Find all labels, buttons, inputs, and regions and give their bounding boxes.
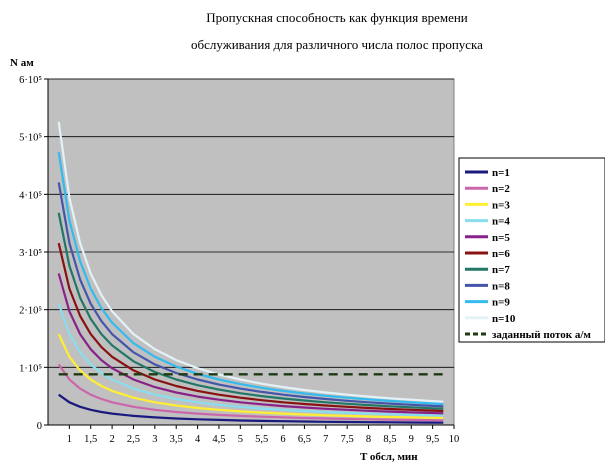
y-tick-label: 5·10⁵ xyxy=(19,133,42,144)
y-tick-label: 1·10⁵ xyxy=(19,363,42,374)
y-tick-label: 4·10⁵ xyxy=(19,190,42,201)
y-tick-label: 6·10⁵ xyxy=(19,75,42,86)
x-tick-label: 7,5 xyxy=(341,434,354,445)
x-tick-label: 6 xyxy=(280,434,285,445)
x-tick-label: 9,5 xyxy=(426,434,439,445)
legend-label: заданный поток а/м xyxy=(492,329,591,341)
x-tick-label: 1 xyxy=(67,434,72,445)
legend-label: n=7 xyxy=(492,264,510,276)
x-axis-label: T обсл, мин xyxy=(360,451,418,463)
legend-label: n=4 xyxy=(492,216,510,228)
x-tick-label: 5,5 xyxy=(255,434,268,445)
x-tick-label: 4,5 xyxy=(212,434,225,445)
x-tick-label: 8,5 xyxy=(383,434,396,445)
legend-label: n=5 xyxy=(492,232,510,244)
series-line-4 xyxy=(57,303,444,417)
y-tick-label: 0 xyxy=(37,421,42,432)
legend: n=1 n=2 n=3 n=4 n=5 n=6 n=7 n=8 n=9 n=10 заданный … xyxy=(458,157,605,343)
legend-label: n=3 xyxy=(492,199,510,211)
legend-label: n=1 xyxy=(492,167,510,179)
x-tick-label: 2,5 xyxy=(127,434,140,445)
chart-title-line-2: обслуживания для различного числа полос … xyxy=(191,37,483,52)
series-line-1 xyxy=(58,393,444,424)
legend-label: n=10 xyxy=(492,313,516,325)
chart-title-line-1: Пропускная способность как функция време… xyxy=(206,10,468,25)
legend-label: n=8 xyxy=(492,280,510,292)
legend-label: n=6 xyxy=(492,248,510,260)
x-tick-label: 5 xyxy=(238,434,243,445)
x-tick-label: 3 xyxy=(152,434,157,445)
x-tick-label: 4 xyxy=(195,434,201,445)
x-tick-label: 7 xyxy=(323,434,328,445)
x-tick-label: 1,5 xyxy=(84,434,97,445)
y-tick-label: 2·10⁵ xyxy=(19,306,42,317)
legend-label: n=2 xyxy=(492,183,510,195)
x-tick-label: 8 xyxy=(366,434,371,445)
y-axis: 0 1·10⁵ 2·10⁵ 3·10⁵ 4·10⁵ 5·10⁵ 6·10⁵ xyxy=(19,75,49,432)
series-lines xyxy=(57,121,444,424)
series-line-9 xyxy=(57,152,444,406)
x-tick-label: 3,5 xyxy=(170,434,183,445)
series-line-10 xyxy=(57,121,444,403)
series-line-7 xyxy=(57,212,444,410)
x-tick-label: 2 xyxy=(109,434,114,445)
y-axis-label: N ам xyxy=(10,57,34,69)
series-line-2 xyxy=(57,363,444,422)
series-line-8 xyxy=(57,182,444,408)
y-tick-label: 3·10⁵ xyxy=(19,248,42,259)
grid-lines xyxy=(48,78,454,368)
series-line-3 xyxy=(57,333,444,420)
x-tick-label: 9 xyxy=(409,434,414,445)
series-line-5 xyxy=(57,273,444,415)
legend-label: n=9 xyxy=(492,297,510,309)
x-tick-label: 6,5 xyxy=(298,434,311,445)
x-axis: 1 1,5 2 2,5 3 3,5 4 4,5 5 5,5 6 6,5 7 7,5 8 8,5 9 9,5 10 xyxy=(48,424,460,445)
legend-box xyxy=(458,157,605,343)
series-line-6 xyxy=(57,242,444,413)
x-tick-label: 10 xyxy=(449,434,460,445)
